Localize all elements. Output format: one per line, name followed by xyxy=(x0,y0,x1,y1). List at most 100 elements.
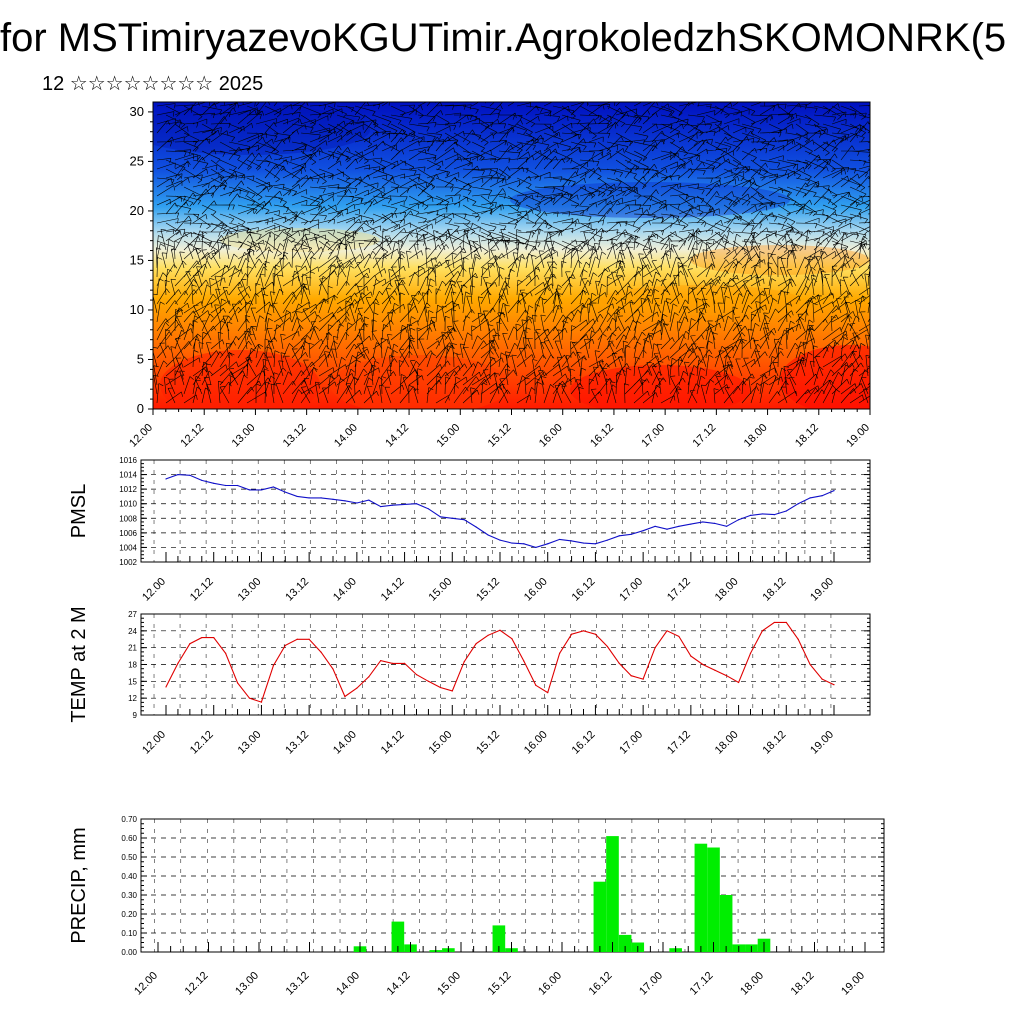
panel-pmsl-data-point xyxy=(356,502,358,504)
panel-pmsl-data-point xyxy=(272,486,274,488)
panel-precip-x-tick-label: 12.12 xyxy=(183,970,211,998)
panel-pmsl-data-point xyxy=(797,503,799,505)
panel-pmsl-data-point xyxy=(582,542,585,544)
panel-temp-data-point xyxy=(380,659,382,662)
panel-temp-x-tick-label: 16.12 xyxy=(570,729,598,757)
panel-temp-data-point xyxy=(797,638,799,640)
panel-temp-data-point xyxy=(296,638,298,640)
panel-pmsl-data-point xyxy=(714,522,716,524)
panel-temp-data-point xyxy=(451,690,453,692)
precip-bar xyxy=(707,847,720,952)
panel-temp-data-point xyxy=(630,675,632,677)
panel-temp-data-point xyxy=(213,636,215,639)
panel-temp-data-point xyxy=(356,687,358,689)
panel-temp-data-point xyxy=(618,662,620,664)
panel-temp-data-point xyxy=(272,665,274,667)
panel-temp-data-point xyxy=(403,662,406,664)
panel-temp-data-point xyxy=(260,701,263,703)
panel-pmsl-data-point xyxy=(523,543,525,545)
panel-pmsl-data-point xyxy=(773,514,775,516)
panel-temp-x-tick-label: 14.00 xyxy=(331,729,359,757)
precip-bar xyxy=(593,881,607,952)
panel-pmsl-data-point xyxy=(702,521,704,523)
panel-temp-y-tick-label: 9 xyxy=(133,711,138,720)
panel-pmsl-data-point xyxy=(439,516,441,518)
panel-pmsl-data-point xyxy=(606,539,608,541)
panel-pmsl-x-tick-label: 13.12 xyxy=(283,576,311,604)
panel-pmsl-data-point xyxy=(535,546,537,549)
panel-temp-data-point xyxy=(809,663,811,666)
panel-temp-data-point xyxy=(654,647,656,649)
panel-temp-data-point xyxy=(749,652,752,654)
panel-pmsl-x-tick-label: 15.12 xyxy=(474,576,502,604)
panel-temp-data-point xyxy=(833,684,835,686)
panel-temp-data-point xyxy=(165,686,167,688)
panel-pmsl-x-tick-label: 13.00 xyxy=(236,576,264,604)
panel-temp-data-point xyxy=(499,629,501,631)
panel-temp-x-tick-label: 19.00 xyxy=(808,729,836,757)
heatmap-y-tick-label: 0 xyxy=(137,401,144,416)
panel-pmsl-data-point xyxy=(332,498,334,500)
panel-precip-y-tick-label: 0.00 xyxy=(121,948,137,957)
wind-barbs xyxy=(153,102,870,404)
panel-pmsl-x-tick-label: 14.00 xyxy=(331,576,359,604)
panel-temp-data-point xyxy=(177,662,179,664)
panel-precip-y-axis-label: PRECIP, mm xyxy=(68,827,90,943)
panel-temp-data-point xyxy=(463,661,465,663)
panel-temp-data-point xyxy=(344,695,346,698)
page-title: for MSTimiryazevoKGUTimir.AgrokoledzhSKO… xyxy=(0,16,1007,60)
panel-pmsl-data-point xyxy=(177,473,179,476)
panel-temp-series-line xyxy=(165,621,835,703)
panel-temp-data-point xyxy=(320,651,322,653)
heatmap-x-tick-label: 12.00 xyxy=(127,422,155,450)
panel-temp-x-tick-label: 17.00 xyxy=(617,729,645,757)
heatmap-x-tick-label: 14.00 xyxy=(332,422,360,450)
temp-2m-chart: 9 12 15 18 21 24 27 TEMP at 2 M 12.00 12.12 13.00 1… xyxy=(68,606,871,757)
temperature-wind-cross-section: 0 5 10 15 20 25 30 12.00 12.12 13.00 13.12 14.00 14.… xyxy=(127,101,872,450)
panel-precip-x-tick-label: 19.00 xyxy=(839,970,867,998)
panel-temp-data-point xyxy=(332,668,334,670)
panel-pmsl-y-tick-label: 1012 xyxy=(119,485,137,494)
panel-pmsl-data-point xyxy=(678,525,680,527)
panel-pmsl-data-point xyxy=(236,484,239,487)
panel-pmsl-data-point xyxy=(511,542,513,544)
panel-pmsl-data-point xyxy=(594,543,597,545)
panel-temp-x-tick-label: 17.12 xyxy=(665,729,693,757)
panel-temp-y-axis-label: TEMP at 2 M xyxy=(68,606,90,722)
panel-pmsl-data-point xyxy=(785,510,787,512)
panel-pmsl-data-point xyxy=(284,491,286,493)
panel-pmsl-x-tick-label: 18.00 xyxy=(713,576,741,604)
panel-pmsl-data-point xyxy=(260,489,263,491)
panel-temp-data-point xyxy=(225,652,227,654)
panel-pmsl-data-point xyxy=(666,528,668,530)
panel-temp-data-point xyxy=(559,652,561,654)
panel-pmsl-data-point xyxy=(642,530,644,532)
panel-temp-x-tick-label: 14.12 xyxy=(379,729,407,757)
panel-pmsl-data-point xyxy=(308,497,310,499)
panel-pmsl-data-point xyxy=(225,484,227,487)
panel-pmsl-x-tick-label: 17.00 xyxy=(617,576,645,604)
panel-precip-x-tick-label: 18.00 xyxy=(738,970,766,998)
panel-pmsl-x-tick-label: 18.12 xyxy=(760,576,788,604)
panel-pmsl-data-point xyxy=(403,503,406,506)
panel-temp-data-point xyxy=(821,678,823,680)
panel-pmsl-x-tick-label: 12.00 xyxy=(140,576,168,604)
panel-precip-x-tick-label: 17.00 xyxy=(637,970,665,998)
panel-temp-data-point xyxy=(737,681,740,684)
panel-temp-data-point xyxy=(248,697,251,699)
heatmap-y-tick-label: 30 xyxy=(130,104,144,119)
panel-pmsl-data-point xyxy=(415,503,418,505)
panel-pmsl-y-tick-label: 1006 xyxy=(119,529,137,538)
heatmap-x-tick-label: 14.12 xyxy=(383,422,411,450)
panel-pmsl-y-axis-label: PMSL xyxy=(68,484,90,538)
panel-pmsl-x-tick-label: 15.00 xyxy=(426,576,454,604)
panel-temp-data-point xyxy=(642,678,644,680)
panel-pmsl-y-tick-label: 1008 xyxy=(119,514,137,523)
panel-pmsl-data-point xyxy=(201,479,203,481)
heatmap-x-tick-label: 16.12 xyxy=(588,422,616,450)
panel-pmsl-x-tick-label: 16.12 xyxy=(570,576,598,604)
panel-temp-data-point xyxy=(392,662,394,664)
panel-precip-x-tick-label: 18.12 xyxy=(789,970,817,998)
heatmap-x-tick-label: 17.12 xyxy=(691,422,719,450)
panel-temp-x-tick-label: 18.12 xyxy=(760,729,788,757)
